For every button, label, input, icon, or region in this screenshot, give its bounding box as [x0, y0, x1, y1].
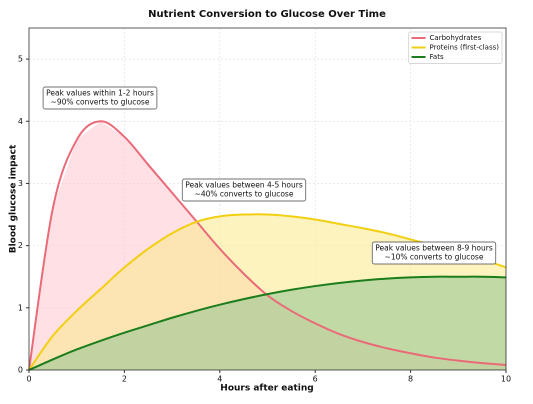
- legend-label: Fats: [430, 53, 444, 61]
- x-tick-label: 4: [217, 375, 222, 384]
- legend: Carbohydrates Proteins (first-class)Fats: [408, 31, 503, 64]
- y-axis-label: Blood glucose impact: [9, 144, 19, 253]
- legend-label: Proteins (first-class): [430, 44, 500, 52]
- x-tick-label: 2: [122, 375, 127, 384]
- y-tick-label: 5: [18, 55, 23, 64]
- legend-label: Carbohydrates: [430, 34, 482, 42]
- y-tick-label: 0: [18, 366, 23, 375]
- line: [28, 120, 507, 371]
- annotation-text: Peak values between 8-9 hours: [375, 244, 493, 253]
- annotation-text: Peak values within 1-2 hours: [46, 89, 154, 98]
- annotation-text: ~40% converts to glucose: [195, 190, 294, 199]
- line: [28, 275, 507, 371]
- annotation-box: [371, 241, 497, 265]
- x-tick-label: 0: [26, 375, 31, 384]
- x-tick-label: 10: [501, 375, 511, 384]
- annotation: Peak values between 4-5 hours~40% conver…: [181, 178, 307, 202]
- annotation: Peak values between 8-9 hours~10% conver…: [371, 241, 497, 265]
- x-tick-label: 8: [408, 375, 413, 384]
- y-tick-label: 4: [18, 117, 23, 126]
- plot-frame: [28, 27, 507, 371]
- x-axis-label: Hours after eating: [220, 384, 313, 394]
- chart-title: Nutrient Conversion to Glucose Over Time: [148, 9, 386, 20]
- y-tick-label: 1: [18, 303, 23, 312]
- legend-box: [408, 31, 503, 64]
- annotation-box: [42, 86, 158, 110]
- area: [29, 276, 506, 370]
- y-tick-label: 3: [18, 179, 23, 188]
- annotation-box: [181, 178, 307, 202]
- annotation-text: ~90% converts to glucose: [51, 98, 150, 107]
- y-tick-label: 2: [18, 241, 23, 250]
- annotation: Peak values within 1-2 hours~90% convert…: [42, 86, 158, 110]
- annotation-text: Peak values between 4-5 hours: [185, 181, 303, 190]
- x-tick-label: 6: [313, 375, 318, 384]
- annotation-text: ~10% converts to glucose: [385, 253, 484, 262]
